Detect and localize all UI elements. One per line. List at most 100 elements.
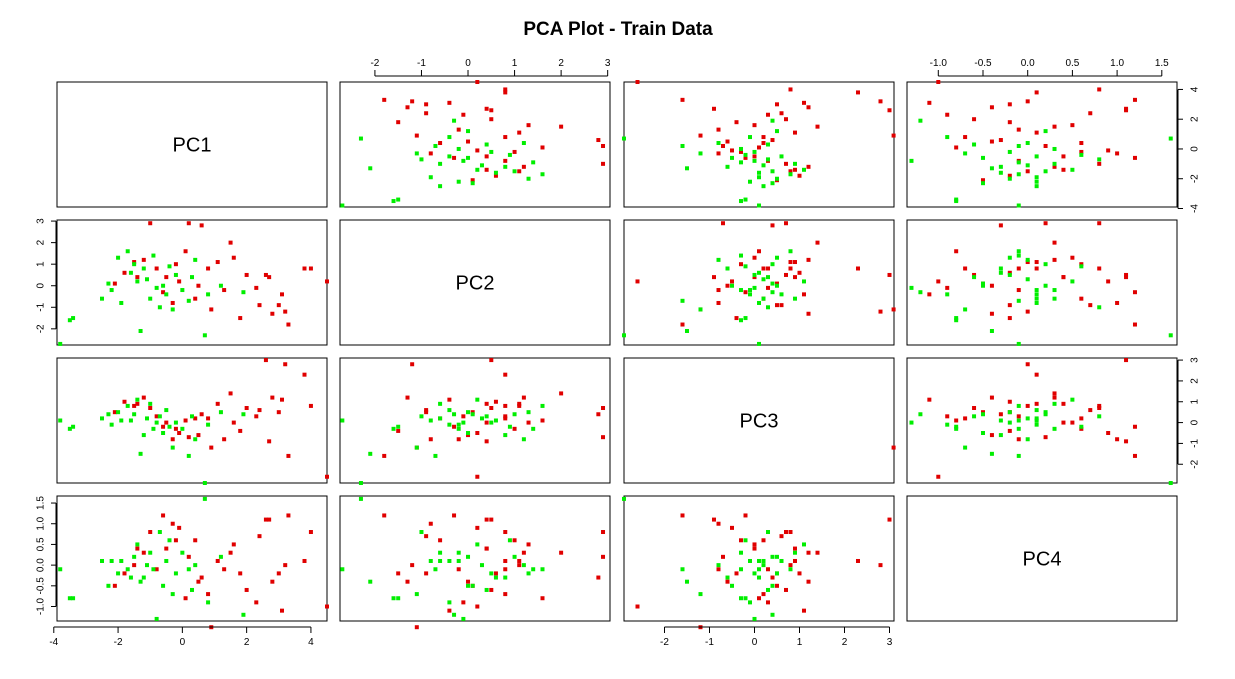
data-point <box>698 307 703 312</box>
data-point <box>128 418 133 423</box>
data-point <box>1007 173 1012 178</box>
data-point <box>267 275 272 280</box>
data-point <box>1025 260 1030 265</box>
data-point <box>325 604 329 609</box>
data-point <box>1007 410 1012 415</box>
data-point <box>405 105 410 110</box>
data-point <box>456 179 461 184</box>
data-point <box>410 563 415 568</box>
data-point <box>526 571 531 576</box>
data-point <box>743 596 748 601</box>
data-point <box>135 546 140 551</box>
data-point <box>503 164 508 169</box>
data-point <box>1088 303 1093 308</box>
data-point <box>1043 221 1048 226</box>
data-point <box>161 283 166 288</box>
data-point <box>414 592 419 597</box>
data-point <box>788 563 793 568</box>
data-point <box>180 288 185 293</box>
data-point <box>757 145 761 150</box>
data-point <box>484 142 489 147</box>
data-point <box>206 416 211 421</box>
data-point <box>67 426 72 431</box>
x-tick-label-pc4: 0.0 <box>1021 58 1035 69</box>
data-point <box>1016 160 1021 165</box>
data-point <box>725 164 730 169</box>
data-point <box>1016 437 1021 442</box>
panel-pc1-pc4 <box>906 81 1178 208</box>
data-point <box>1088 111 1093 116</box>
data-point <box>1043 435 1048 440</box>
data-point <box>793 161 797 166</box>
data-point <box>470 583 475 588</box>
data-point <box>456 426 461 431</box>
data-point <box>183 418 188 423</box>
data-point <box>752 154 757 159</box>
data-point <box>461 420 466 425</box>
x-tick-label-pc3: -1 <box>705 637 714 648</box>
data-point <box>286 322 291 327</box>
data-point <box>739 318 743 323</box>
data-point <box>141 575 146 580</box>
data-point <box>540 596 545 601</box>
data-point <box>170 300 175 305</box>
data-point <box>775 303 779 308</box>
data-point <box>761 135 766 140</box>
data-point <box>183 249 188 254</box>
data-point <box>752 158 757 163</box>
data-point <box>775 176 779 181</box>
data-point <box>1168 333 1173 338</box>
data-point <box>802 542 806 547</box>
data-point <box>489 358 494 363</box>
data-point <box>1070 420 1075 425</box>
data-point <box>779 558 784 563</box>
data-point <box>141 433 146 438</box>
data-point <box>797 173 802 178</box>
data-point <box>775 281 779 286</box>
x-tick-label-pc2: -2 <box>370 58 379 69</box>
data-point <box>475 525 480 530</box>
data-point <box>730 155 734 160</box>
data-point <box>1016 453 1021 458</box>
data-point <box>793 275 797 280</box>
data-point <box>757 249 761 254</box>
data-point <box>466 139 471 144</box>
data-point <box>206 600 211 605</box>
data-point <box>635 80 640 84</box>
data-point <box>878 99 883 104</box>
data-point <box>980 178 985 183</box>
x-tick-label-pc2: 1 <box>512 58 518 69</box>
x-tick-label-pc3: 1 <box>797 637 803 648</box>
data-point <box>119 300 124 305</box>
data-point <box>244 587 249 592</box>
data-point <box>461 600 466 605</box>
data-point <box>739 596 743 601</box>
data-point <box>270 579 275 584</box>
data-point <box>712 106 716 111</box>
data-point <box>1070 255 1075 260</box>
data-point <box>788 530 793 535</box>
data-point <box>112 281 117 286</box>
data-point <box>963 135 968 140</box>
data-point <box>540 567 545 572</box>
data-point <box>154 266 159 271</box>
data-point <box>730 583 734 588</box>
data-point <box>752 542 757 547</box>
data-point <box>154 616 159 621</box>
data-point <box>1052 391 1057 396</box>
data-point <box>470 178 475 183</box>
data-point <box>433 453 438 458</box>
data-point <box>67 596 72 601</box>
data-point <box>164 546 169 551</box>
data-point <box>784 530 788 535</box>
data-point <box>680 567 685 572</box>
data-point <box>716 563 721 568</box>
y-tick-label-pc1: 0 <box>1190 146 1201 152</box>
data-point <box>424 111 429 116</box>
data-point <box>135 397 140 402</box>
data-point <box>766 305 770 310</box>
data-point <box>122 270 127 275</box>
chart-title: PCA Plot - Train Data <box>523 19 713 40</box>
y-tick-label-pc3: 2 <box>1190 378 1201 384</box>
data-point <box>141 266 146 271</box>
